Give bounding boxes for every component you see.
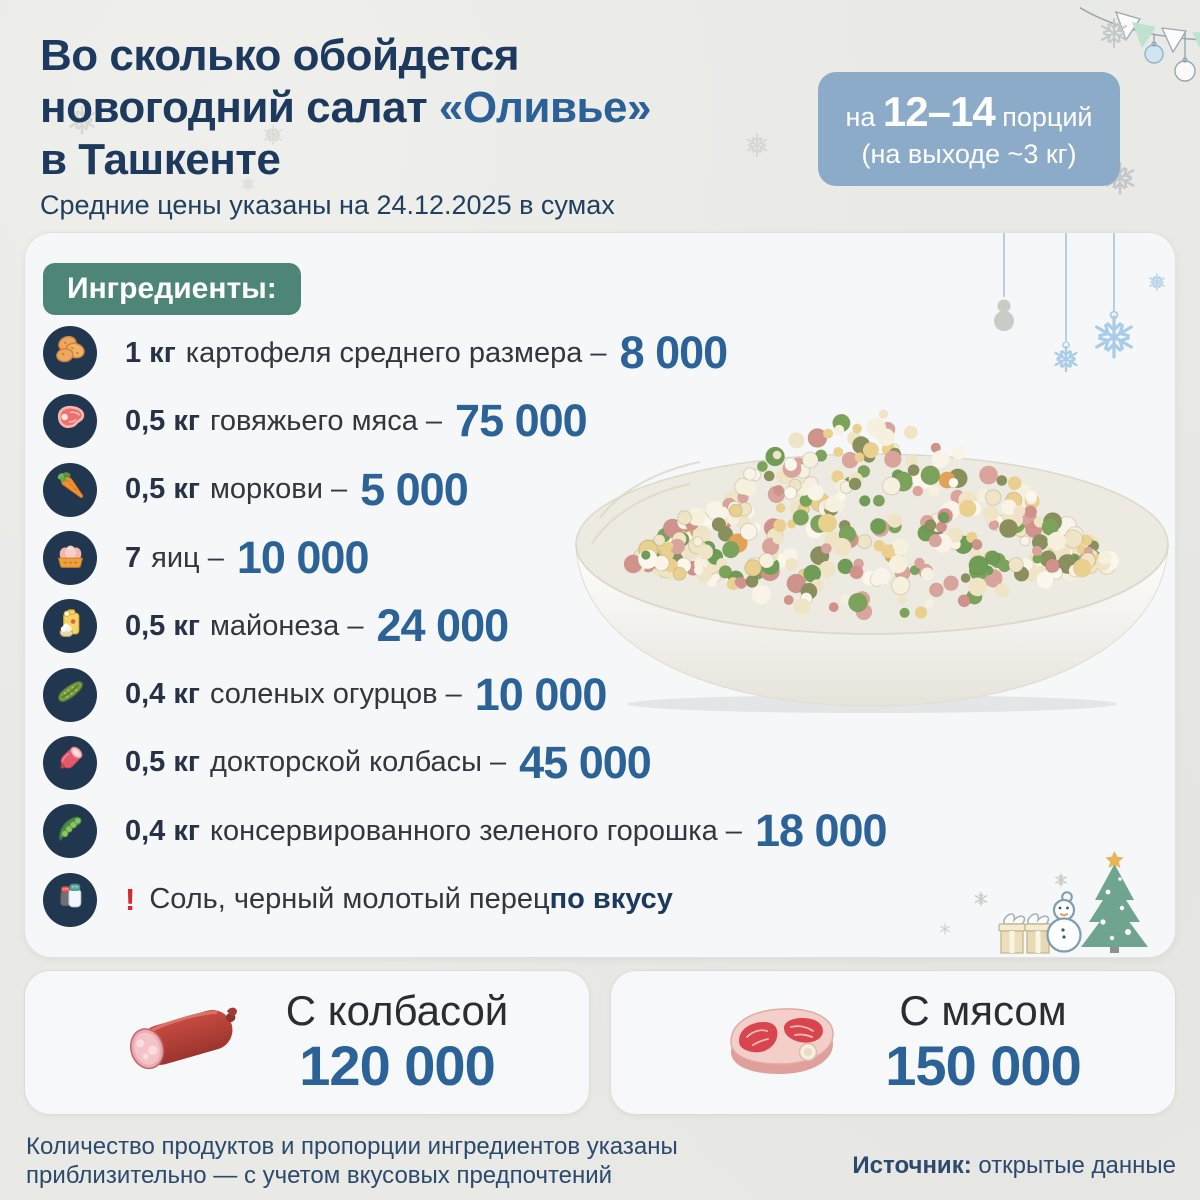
- seasoning-emphasis: по вкусу: [549, 883, 673, 916]
- mayonnaise-icon: [52, 604, 89, 649]
- ingredient-price: 45 000: [519, 736, 652, 788]
- christmas-corner-decoration: [940, 851, 1148, 954]
- total-price-meat: 150 000: [885, 1034, 1081, 1098]
- hanging-ornaments-decoration: [994, 233, 1165, 373]
- total-card-meat: С мясом 150 000: [610, 970, 1176, 1115]
- ingredient-name: говяжьего мяса –: [209, 404, 443, 437]
- footnote: Количество продуктов и пропорции ингреди…: [26, 1132, 678, 1190]
- ingredient-row-peas: 0,4 кг консервированного зеленого горошк…: [43, 797, 1093, 865]
- ingredients-list: 1 кг картофеля среднего размера – 8 000 …: [43, 319, 1093, 934]
- source-note: Источник: открытые данные: [852, 1152, 1176, 1180]
- total-label-sausage: С колбасой: [285, 987, 509, 1035]
- steak-image: [705, 985, 855, 1100]
- total-price-sausage: 120 000: [299, 1034, 495, 1098]
- subtitle: Средние цены указаны на 24.12.2025 в сум…: [40, 190, 615, 220]
- portions-line: на 12–14 порций: [845, 88, 1093, 136]
- bg-snowflake-icon: [745, 133, 769, 157]
- ingredient-name: консервированного зеленого горошка –: [209, 814, 742, 847]
- ingredient-qty: 0,5 кг: [125, 609, 200, 642]
- ingredient-name: картофеля среднего размера –: [185, 336, 607, 369]
- ingredient-row-salt-pepper: ! Соль, черный молотый перец по вкусу: [43, 865, 1093, 933]
- title-line-3: в Ташкенте: [40, 135, 281, 184]
- ingredient-row-eggs: 7 яиц – 10 000: [43, 524, 1093, 592]
- bunting-decoration: [1080, 6, 1200, 82]
- ingredient-price: 10 000: [474, 668, 608, 720]
- title-line-1: Во сколько обойдется: [40, 31, 520, 80]
- ingredient-row-mayo: 0,5 кг майонеза – 24 000: [43, 592, 1093, 660]
- warning-mark: !: [125, 881, 136, 917]
- ingredients-header: Ингредиенты:: [43, 263, 301, 315]
- ingredient-price: 18 000: [754, 805, 888, 857]
- sausage-image: [106, 985, 256, 1100]
- title-highlight: «Оливье»: [438, 83, 652, 132]
- portions-number: 12–14: [882, 88, 996, 136]
- ingredient-qty: 0,5 кг: [125, 404, 200, 437]
- source-value: открытые данные: [971, 1152, 1176, 1179]
- ingredient-price: 75 000: [455, 395, 588, 447]
- page-title: Во сколько обойдется новогодний салат «О…: [40, 30, 652, 186]
- ingredient-qty: 0,5 кг: [125, 473, 200, 506]
- ingredient-name: докторской колбасы –: [209, 746, 507, 779]
- doctor-sausage-icon: [52, 740, 89, 785]
- olivier-salad-bowl-image: [575, 409, 1169, 713]
- portions-badge: на 12–14 порций (на выходе ~3 кг): [818, 72, 1120, 186]
- ingredient-row-sausage: 0,5 кг докторской колбасы – 45 000: [43, 729, 1093, 797]
- beef-icon: [52, 399, 89, 444]
- ingredient-qty: 0,4 кг: [125, 678, 200, 711]
- yield-line: (на выходе ~3 кг): [861, 138, 1077, 169]
- ingredient-price: 24 000: [376, 600, 509, 652]
- total-card-sausage: С колбасой 120 000: [24, 970, 590, 1115]
- carrot-icon: [52, 467, 89, 512]
- ingredient-name: яиц –: [151, 541, 224, 574]
- ingredient-qty: 0,5 кг: [125, 746, 200, 779]
- title-line-2: новогодний салат «Оливье»: [40, 83, 652, 132]
- pickle-icon: [52, 672, 89, 717]
- ingredient-price: 5 000: [360, 463, 469, 515]
- total-label-meat: С мясом: [899, 987, 1067, 1035]
- ingredient-row-pickle: 0,4 кг соленых огурцов – 10 000: [43, 660, 1093, 728]
- source-label: Источник:: [852, 1152, 972, 1179]
- salt-pepper-icon: [52, 877, 89, 922]
- ingredient-price: 10 000: [236, 532, 370, 584]
- ingredient-name: майонеза –: [209, 609, 364, 642]
- ingredient-row-potato: 1 кг картофеля среднего размера – 8 000: [43, 319, 1093, 387]
- ingredient-qty: 0,4 кг: [125, 814, 200, 847]
- ingredient-price: 8 000: [619, 327, 729, 379]
- salad-dots: [623, 409, 1119, 620]
- ingredient-qty: 1 кг: [125, 336, 176, 369]
- green-peas-icon: [52, 809, 89, 854]
- potato-icon: [52, 331, 89, 376]
- ingredient-qty: 7: [125, 541, 142, 574]
- seasoning-text: Соль, черный молотый перец: [149, 883, 550, 916]
- footnote-line-1: Количество продуктов и пропорции ингреди…: [26, 1133, 678, 1160]
- ingredient-row-beef: 0,5 кг говяжьего мяса – 75 000: [43, 387, 1093, 455]
- ingredient-name: моркови –: [209, 473, 348, 506]
- ingredient-name: соленых огурцов –: [209, 678, 462, 711]
- ingredient-row-carrot: 0,5 кг моркови – 5 000: [43, 456, 1093, 524]
- eggs-icon: [52, 536, 89, 581]
- footnote-line-2: приблизительно — с учетом вкусовых предп…: [26, 1162, 613, 1189]
